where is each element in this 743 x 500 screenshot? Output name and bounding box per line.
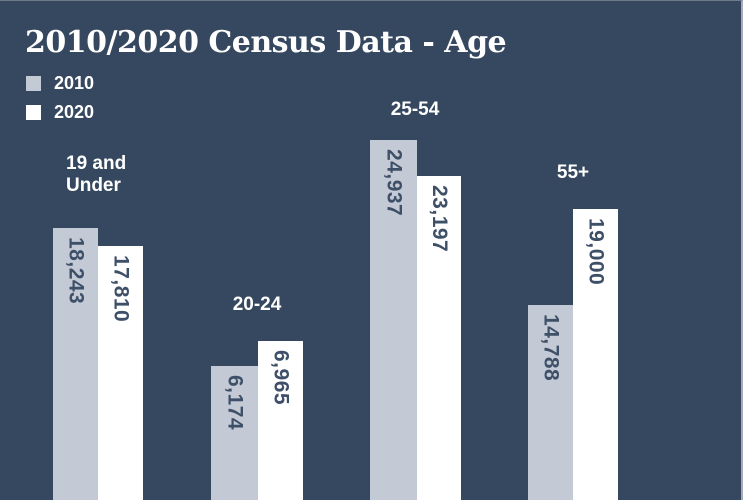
bar-2010-25-54: 24,937 (370, 140, 417, 500)
category-label-55-plus: 55+ (556, 162, 590, 183)
bar-value-label: 19,000 (584, 218, 608, 286)
bar-value-label: 6,174 (223, 375, 247, 431)
bar-value-label: 17,810 (109, 255, 133, 323)
legend-swatch-2020-icon (26, 104, 41, 120)
bar-2020-55-plus: 19,000 (573, 209, 618, 500)
legend-label-2020: 2020 (54, 102, 95, 122)
bar-value-label: 23,197 (428, 185, 451, 253)
bar-2010-19-and-under: 18,243 (53, 228, 98, 500)
legend-item-2020: 2020 (26, 103, 94, 121)
legend-swatch-2010-icon (26, 75, 41, 91)
chart-title: 2010/2020 Census Data - Age (25, 25, 507, 60)
category-label-25-54: 25-54 (390, 99, 440, 120)
category-label-20-24: 20-24 (232, 294, 282, 315)
legend-item-2010: 2010 (26, 74, 94, 92)
bar-2020-20-24: 6,965 (258, 341, 303, 500)
category-label-19-and-under: 19 and Under (66, 153, 127, 196)
legend-label-2010: 2010 (54, 73, 95, 93)
bar-2020-19-and-under: 17,810 (98, 246, 143, 500)
bar-value-label: 24,937 (382, 149, 406, 217)
bar-2010-20-24: 6,174 (211, 366, 258, 500)
bar-value-label: 6,965 (269, 350, 293, 406)
bar-2020-25-54: 23,197 (417, 176, 461, 500)
bar-2010-55-plus: 14,788 (528, 305, 573, 500)
legend: 2010 2020 (26, 74, 94, 121)
bar-value-label: 14,788 (539, 314, 563, 382)
bar-value-label: 18,243 (64, 237, 88, 305)
